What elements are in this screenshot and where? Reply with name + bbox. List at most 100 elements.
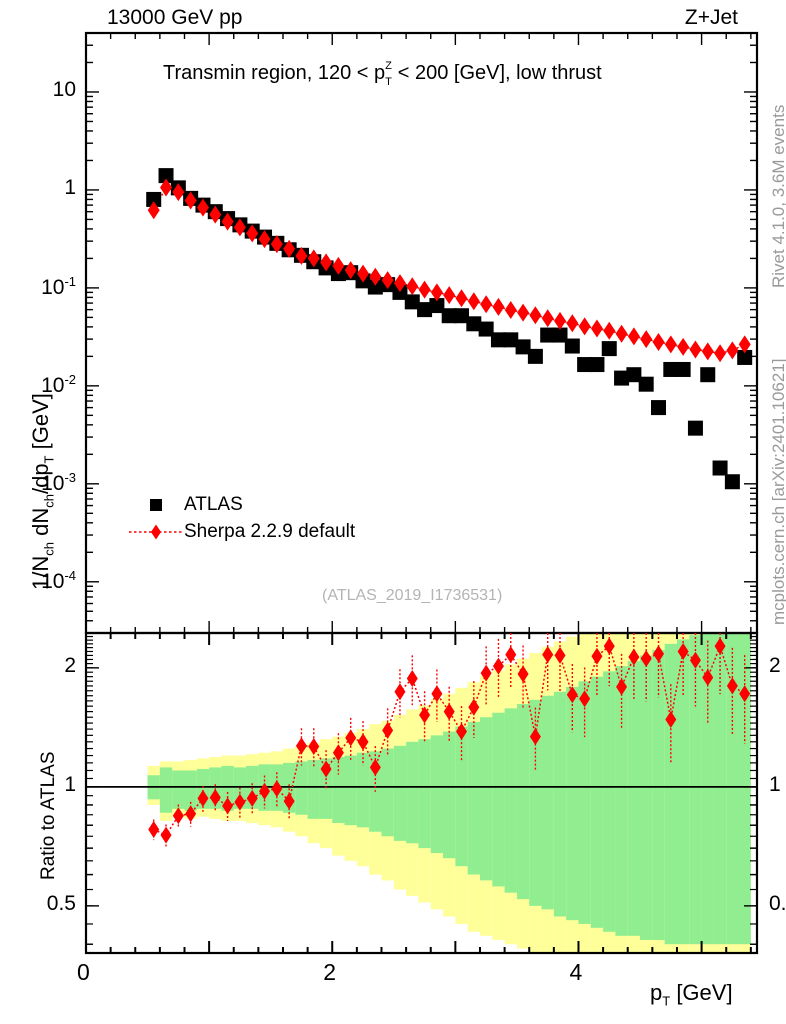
title-post: < 200 [GeV], low thrust	[392, 62, 602, 84]
sherpa-data-point	[480, 295, 493, 314]
atlas-data-point	[429, 298, 445, 314]
sherpa-data-point	[627, 327, 640, 346]
band-segment	[492, 712, 505, 887]
sherpa-data-point	[492, 297, 505, 316]
atlas-data-point	[687, 420, 703, 436]
xlabel-unit: [GeV]	[670, 980, 733, 1005]
ratio-data-point	[259, 782, 271, 800]
ratio-data-point	[431, 685, 443, 703]
legend-item-atlas[interactable]: ATLAS	[128, 492, 355, 518]
ratio-data-point	[246, 789, 258, 807]
ratio-data-point	[357, 733, 369, 751]
ratio-data-point	[566, 686, 578, 704]
atlas-data-point	[651, 400, 667, 416]
band-segment	[529, 699, 542, 906]
atlas-data-point	[577, 357, 593, 373]
sherpa-data-point	[283, 239, 296, 258]
band-segment	[467, 721, 480, 875]
sherpa-data-point	[455, 289, 468, 308]
sherpa-data-point	[726, 341, 739, 360]
ratio-data-point	[591, 647, 603, 665]
ratio-data-point	[542, 646, 554, 664]
band-segment	[406, 741, 419, 844]
band-segment	[159, 767, 173, 813]
sherpa-data-point	[430, 283, 443, 302]
ratio-data-point	[148, 821, 160, 839]
atlas-data-point	[724, 474, 740, 490]
sherpa-data-point	[320, 253, 333, 272]
atlas-data-point	[515, 339, 531, 355]
sherpa-data-point	[603, 321, 616, 340]
x-tick-label: 2	[323, 959, 337, 985]
atlas-data-point	[737, 349, 753, 365]
legend-label-atlas: ATLAS	[184, 494, 243, 515]
sherpa-data-point	[246, 224, 259, 243]
band-segment	[553, 691, 567, 917]
band-segment	[566, 686, 579, 921]
band-segment	[443, 731, 456, 859]
title-sub: T	[385, 76, 392, 88]
title-sup: Z	[385, 60, 392, 72]
ratio-data-point	[702, 669, 714, 687]
tick-label: 1	[64, 175, 76, 199]
atlas-data-point	[158, 168, 174, 184]
main-x-ticks	[85, 33, 752, 633]
ratio-data-point	[283, 792, 295, 810]
ratio-data-point	[529, 728, 541, 746]
ratio-data-point	[714, 637, 726, 655]
band-segment	[307, 759, 320, 819]
atlas-data-point	[614, 370, 630, 386]
legend-item-sherpa[interactable]: Sherpa 2.2.9 default	[128, 518, 355, 546]
band-segment	[701, 633, 714, 945]
ratio-data-point	[234, 793, 246, 811]
band-segment	[541, 695, 554, 910]
ratio-data-point	[271, 780, 283, 798]
band-segment	[615, 666, 628, 936]
ratio-data-point	[616, 678, 628, 696]
header-left: 13000 GeV pp	[107, 6, 243, 29]
atlas-data-point	[552, 327, 568, 343]
atlas-data-point	[404, 294, 420, 310]
ratio-data-point	[468, 698, 480, 716]
band-segment	[726, 633, 739, 945]
tick-label: 10-4	[41, 567, 76, 593]
atlas-marker-icon	[128, 497, 184, 513]
tick-exponent: -3	[64, 469, 76, 485]
ratio-data-point	[197, 789, 209, 807]
atlas-data-point	[490, 332, 506, 348]
band-segment	[713, 633, 727, 945]
band-segment	[603, 671, 616, 932]
ratio-data-point	[320, 760, 332, 778]
sherpa-data-point	[615, 324, 628, 343]
header-right: Z+Jet	[684, 6, 738, 29]
atlas-data-point	[503, 332, 519, 348]
ratio-data-point	[554, 646, 566, 664]
band-segment	[479, 717, 493, 881]
tick-label: 0.5	[46, 891, 76, 915]
atlas-data-point	[564, 338, 580, 354]
sherpa-data-point	[554, 311, 567, 330]
atlas-data-point	[367, 279, 383, 295]
legend: ATLAS Sherpa 2.2.9 default	[128, 492, 355, 546]
atlas-data-point	[454, 308, 470, 324]
ratio-data-point	[443, 703, 455, 721]
band-segment	[504, 708, 517, 893]
sherpa-data-point	[381, 271, 394, 290]
sherpa-data-point	[714, 344, 727, 363]
tick-label: 0.5	[769, 891, 786, 915]
band-segment	[738, 633, 751, 945]
sherpa-data-point	[590, 319, 603, 338]
sherpa-data-point	[160, 178, 173, 197]
ratio-data-point	[492, 657, 504, 675]
tick-label: 10-1	[41, 273, 76, 299]
tick-label: 10-3	[41, 469, 76, 495]
sherpa-data-point	[566, 314, 579, 333]
sherpa-data-point	[172, 183, 185, 202]
sherpa-data-point	[221, 212, 234, 231]
band-segment	[332, 756, 345, 824]
ratio-data-point	[394, 683, 406, 701]
ratio-data-point	[308, 737, 320, 755]
